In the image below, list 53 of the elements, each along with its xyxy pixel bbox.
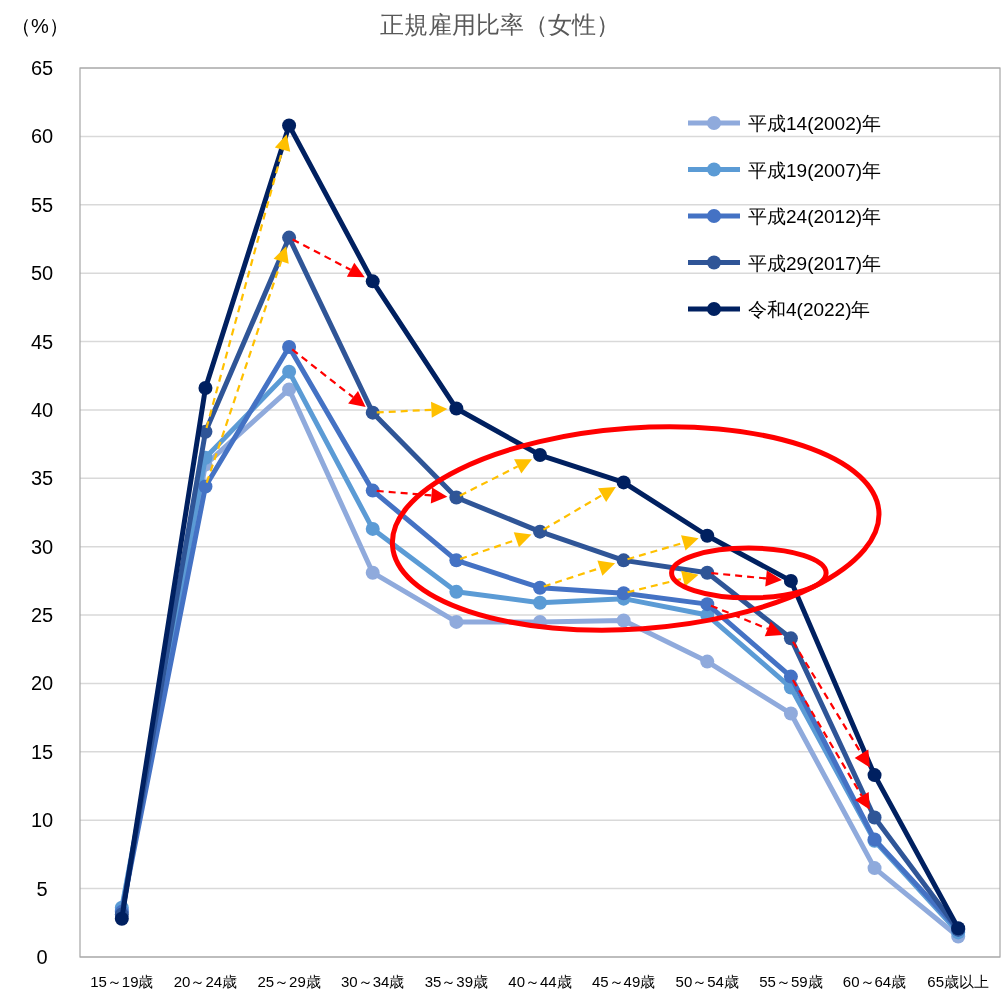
legend-label: 令和4(2022)年	[748, 299, 871, 320]
x-tick-label: 35～39歳	[424, 973, 489, 990]
y-tick-label: 50	[30, 262, 54, 285]
y-tick-label: 60	[30, 125, 54, 148]
point	[114, 911, 129, 926]
point	[783, 706, 798, 721]
point	[867, 810, 882, 825]
x-tick-label: 30～34歳	[341, 973, 405, 990]
point	[282, 382, 297, 397]
y-tick-label: 30	[30, 535, 54, 558]
point	[282, 230, 297, 245]
y-tick-label: 40	[30, 398, 54, 421]
x-tick-label: 65歳以上	[927, 973, 990, 990]
point	[783, 631, 798, 646]
y-tick-label: 5	[36, 877, 48, 900]
x-tick-label: 40～44歳	[508, 973, 572, 990]
point	[282, 340, 297, 355]
y-tick-label: 45	[30, 330, 54, 353]
point	[449, 401, 464, 416]
point	[365, 483, 380, 498]
y-axis-title: （%）	[11, 15, 69, 37]
point	[365, 405, 380, 420]
legend-label: 平成14(2002)年	[748, 113, 882, 134]
point	[198, 479, 213, 494]
y-tick-label: 15	[30, 740, 54, 763]
x-tick-label: 50～54歳	[675, 973, 739, 990]
x-tick-label: 45～49歳	[591, 973, 656, 990]
y-tick-label: 55	[30, 193, 54, 216]
point	[700, 654, 715, 669]
y-tick-label: 65	[30, 57, 54, 79]
point	[783, 669, 798, 684]
point	[867, 861, 882, 876]
y-tick-label: 20	[30, 672, 54, 695]
point	[365, 274, 380, 289]
y-tick-label: 0	[36, 946, 48, 968]
x-tick-label: 55～59歳	[759, 973, 823, 990]
legend-label: 平成19(2007)年	[748, 159, 882, 181]
x-tick-label: 60～64歳	[842, 973, 907, 990]
point	[282, 364, 297, 379]
point	[365, 521, 380, 536]
x-tick-label: 20～24歳	[173, 973, 238, 990]
y-tick-label: 25	[30, 604, 54, 627]
y-tick-label: 35	[30, 467, 54, 490]
point	[867, 768, 882, 783]
legend-label: 平成29(2017)年	[748, 252, 882, 274]
point	[365, 565, 380, 580]
legend-label: 平成24(2012)年	[748, 206, 882, 227]
point	[282, 118, 297, 133]
x-tick-label: 15～19歳	[90, 973, 154, 990]
y-tick-label: 10	[30, 809, 54, 832]
point	[198, 381, 213, 396]
chart-title: 正規雇用比率（女性）	[380, 11, 620, 38]
x-tick-label: 25～29歳	[257, 973, 321, 990]
